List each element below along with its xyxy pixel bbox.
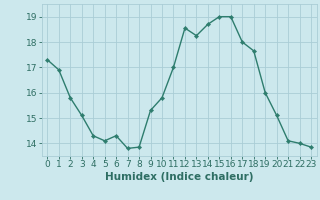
X-axis label: Humidex (Indice chaleur): Humidex (Indice chaleur): [105, 172, 253, 182]
